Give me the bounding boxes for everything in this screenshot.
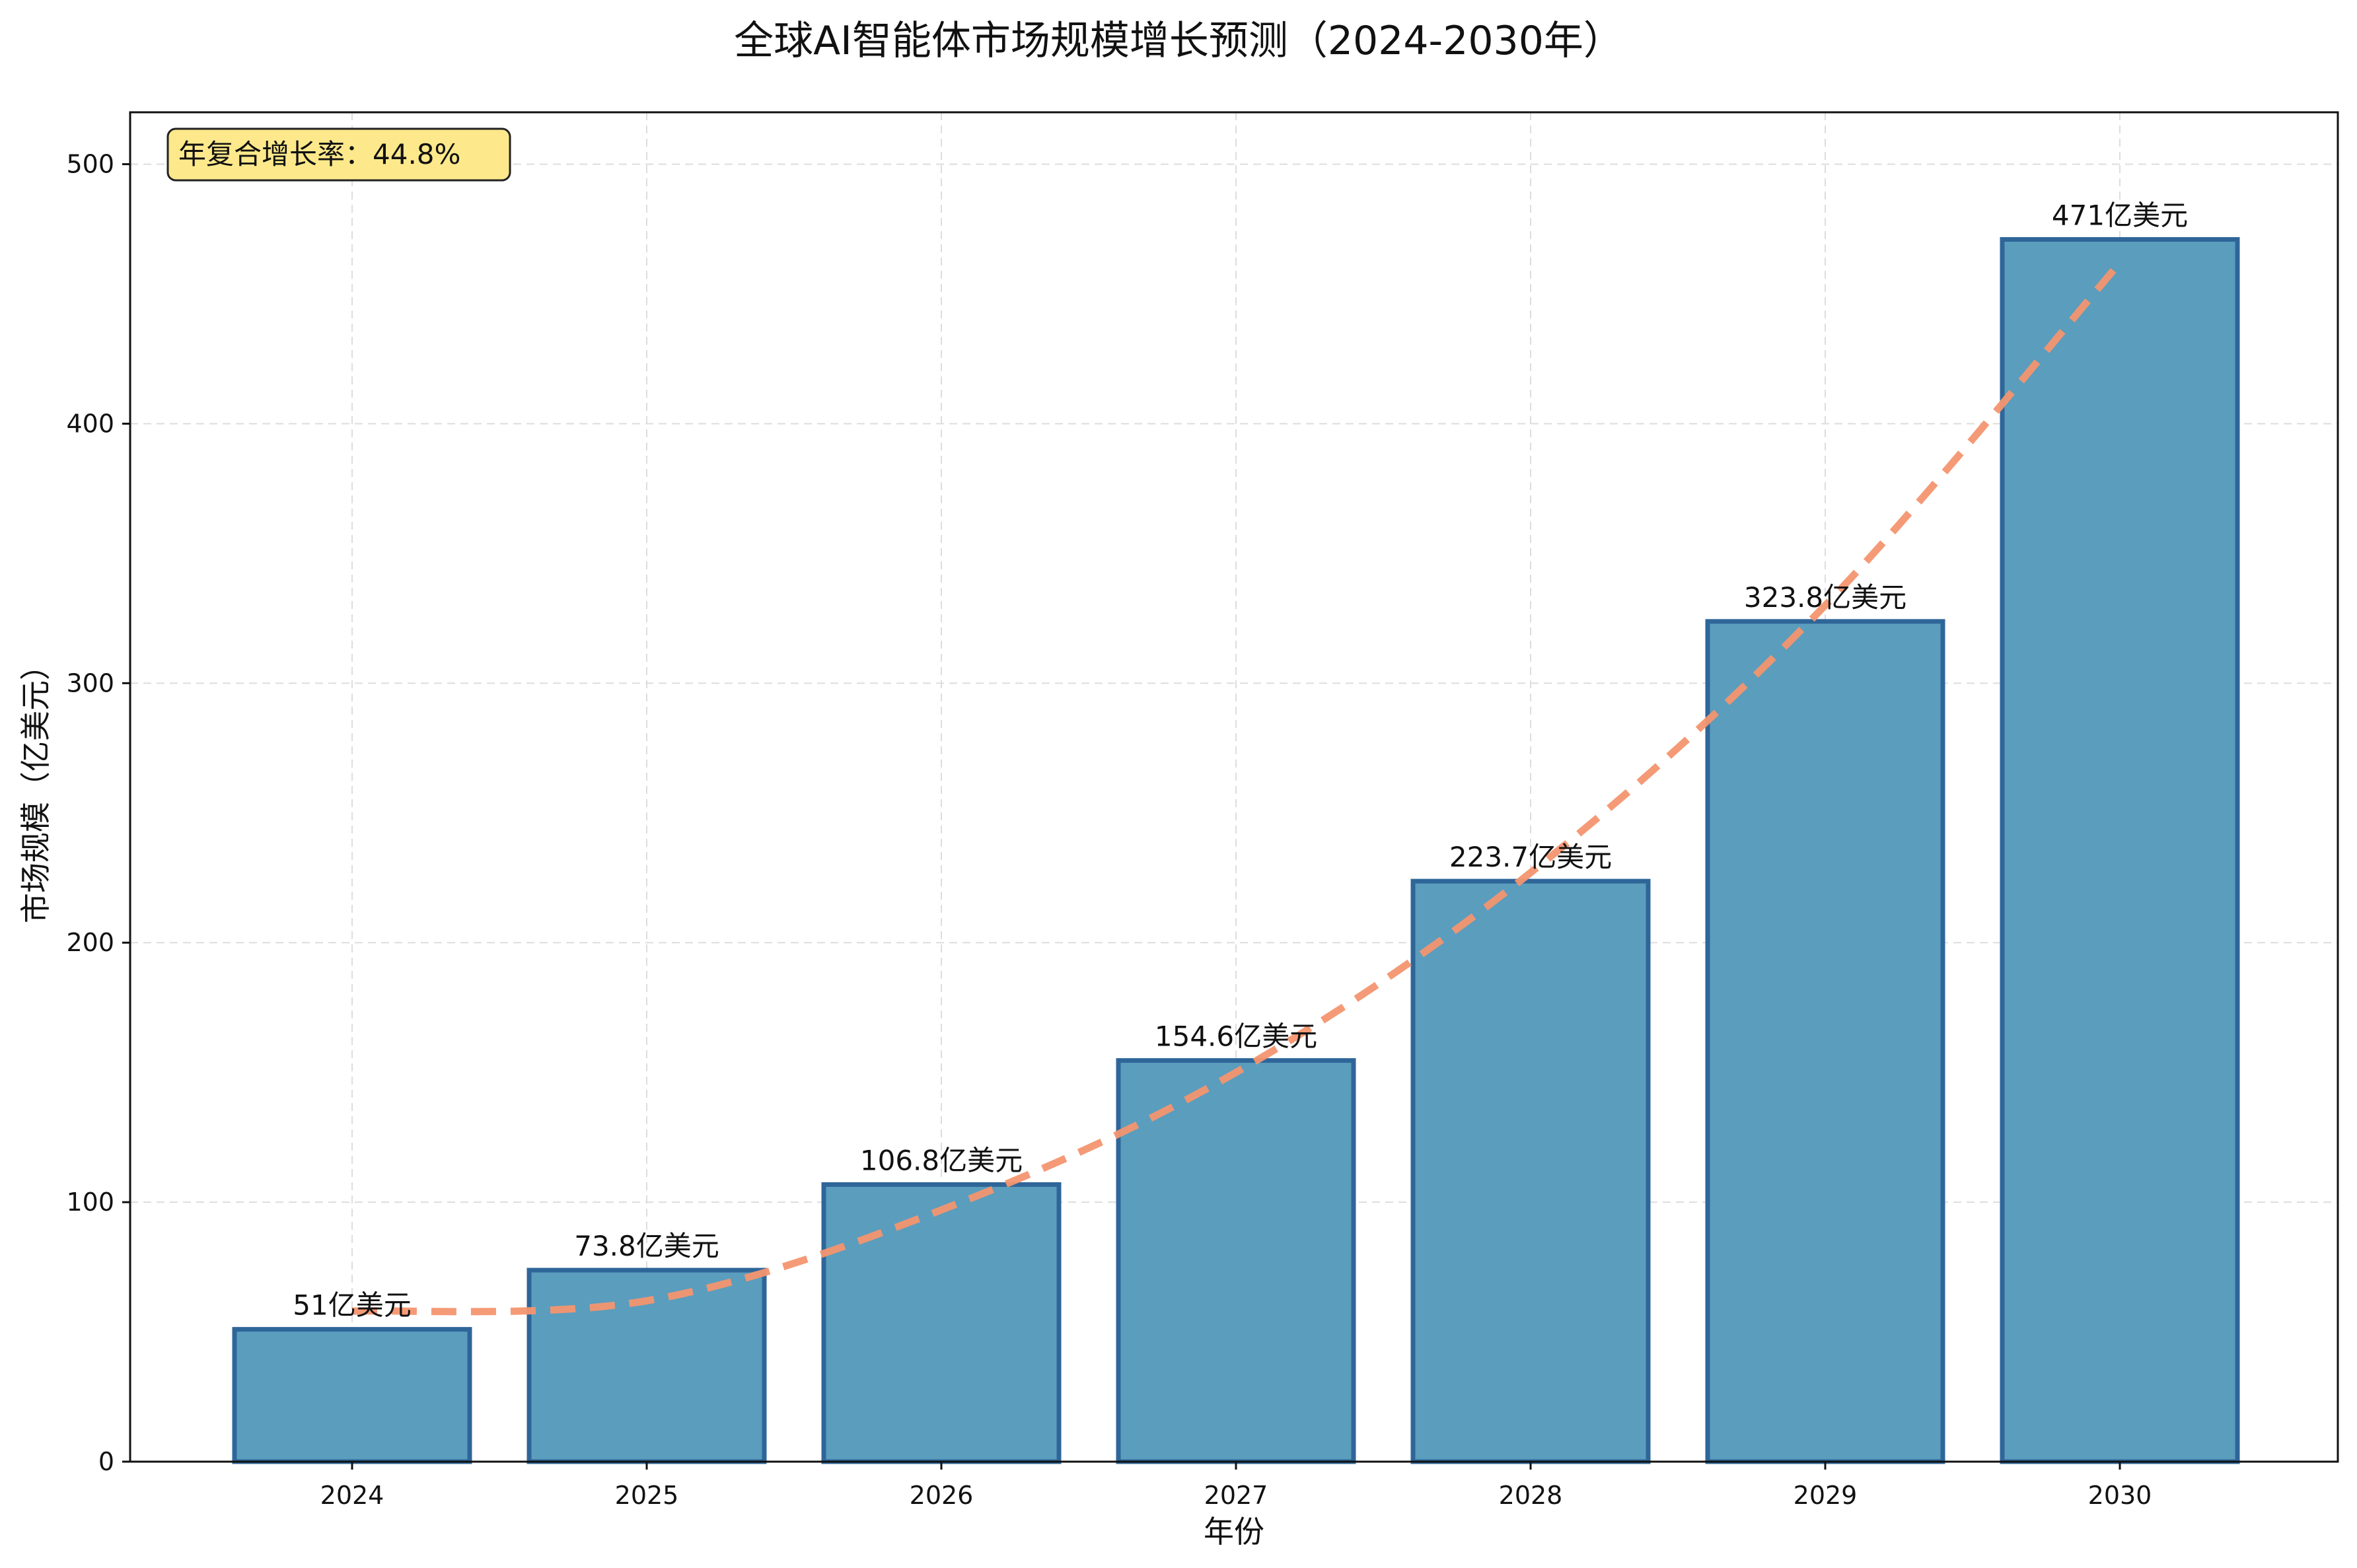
bar-2024	[232, 1327, 472, 1464]
y-tick-label: 500	[66, 150, 114, 179]
cagr-annotation: 年复合增长率：44.8%	[166, 127, 511, 182]
x-tick-label: 2028	[1499, 1481, 1563, 1510]
bar-value-label: 323.8亿美元	[1744, 581, 1906, 614]
y-tick-label: 400	[66, 409, 114, 438]
y-tick-label: 300	[66, 668, 114, 697]
y-axis-ticks: 0 100 200 300 400 500	[66, 150, 130, 1476]
x-tick-label: 2027	[1204, 1481, 1268, 1510]
trend-line-group	[351, 260, 2123, 1316]
plot-frame	[129, 111, 2339, 1463]
cagr-text: 年复合增长率：44.8%	[178, 138, 460, 170]
chart-title: 全球AI智能体市场规模增长预测（2024-2030年）	[734, 18, 1623, 64]
bar-2029	[1705, 619, 1945, 1464]
bar-value-label: 471亿美元	[2052, 199, 2188, 232]
bar-value-label: 73.8亿美元	[574, 1230, 719, 1262]
y-tick-label: 100	[66, 1188, 114, 1217]
y-tick-label: 0	[98, 1447, 114, 1476]
bar-value-label: 154.6亿美元	[1155, 1020, 1317, 1053]
trend-line	[351, 260, 2123, 1316]
x-axis-ticks: 2024 2025 2026 2027 2028 2029 2030	[320, 1462, 2152, 1510]
x-tick-label: 2030	[2088, 1481, 2152, 1510]
bars	[232, 237, 2240, 1464]
data-labels: 51亿美元 73.8亿美元 106.8亿美元 154.6亿美元 223.7亿美元 323.…	[293, 199, 2188, 1322]
x-tick-label: 2026	[910, 1481, 974, 1510]
x-tick-label: 2025	[615, 1481, 679, 1510]
bar-2026	[821, 1182, 1062, 1464]
x-axis-title: 年份	[1204, 1514, 1264, 1550]
bar-2030	[2000, 237, 2240, 1464]
x-tick-label: 2029	[1794, 1481, 1858, 1510]
bar-value-label: 51亿美元	[293, 1289, 411, 1322]
y-tick-label: 200	[66, 928, 114, 957]
y-axis-title: 市场规模（亿美元）	[18, 650, 54, 923]
cagr-box	[166, 127, 511, 182]
x-tick-label: 2024	[320, 1481, 384, 1510]
bar-2027	[1116, 1058, 1356, 1464]
bar-2028	[1410, 878, 1651, 1464]
bar-value-label: 106.8亿美元	[860, 1144, 1023, 1176]
bar-value-label: 223.7亿美元	[1449, 841, 1612, 873]
